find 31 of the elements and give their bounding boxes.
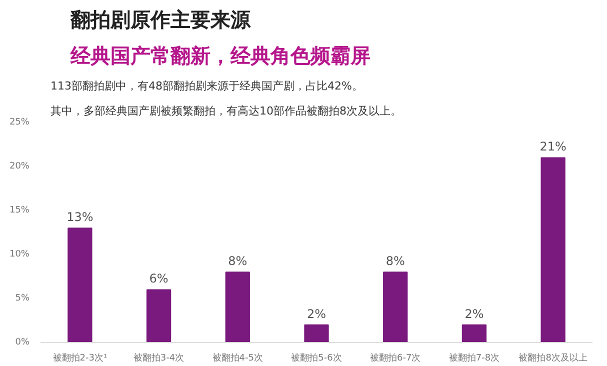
data-label: 2% (306, 306, 326, 321)
x-tick-label: 被翻拍2-3次¹ (52, 352, 108, 364)
bar (540, 157, 566, 342)
bar (225, 272, 250, 342)
chart-subtitle: 经典国产常翻新，经典角色频霸屏 (70, 44, 370, 68)
data-label: 13% (66, 210, 94, 224)
bar (68, 228, 92, 342)
y-tick-label: 15% (9, 206, 30, 216)
x-tick-label: 被翻拍3-4次 (133, 352, 184, 364)
bar (146, 289, 172, 342)
data-label: 8% (228, 254, 248, 268)
y-tick-label: 20% (9, 162, 30, 172)
y-tick-label: 5% (15, 294, 30, 304)
x-tick-label: 被翻拍8次及以上 (518, 352, 588, 364)
y-tick-label: 25% (9, 118, 30, 128)
data-label: 8% (386, 254, 405, 268)
chart-title: 翻拍剧原作主要来源 (70, 8, 252, 32)
bar (383, 272, 408, 342)
x-tick-label: 被翻拍4-5次 (212, 352, 263, 364)
data-label: 2% (464, 306, 484, 321)
y-tick-label: 10% (9, 250, 30, 260)
y-tick-label: 0% (15, 338, 30, 348)
text: 113部翻拍剧中，有48部翻拍剧来源于经典国产剧，占比42%。 (50, 80, 363, 92)
data-label: 21% (540, 140, 566, 154)
text: 其中，多部经典国产剧被频繁翻拍，有高达10部作品被翻拍8次及以上。 (50, 104, 402, 118)
x-tick-label: 被翻拍7-8次 (448, 352, 500, 364)
x-tick-label: 被翻拍6-7次 (370, 352, 421, 364)
data-label: 6% (149, 272, 168, 286)
bar (304, 324, 329, 342)
bar (462, 324, 487, 342)
x-tick-label: 被翻拍5-6次 (291, 352, 342, 364)
